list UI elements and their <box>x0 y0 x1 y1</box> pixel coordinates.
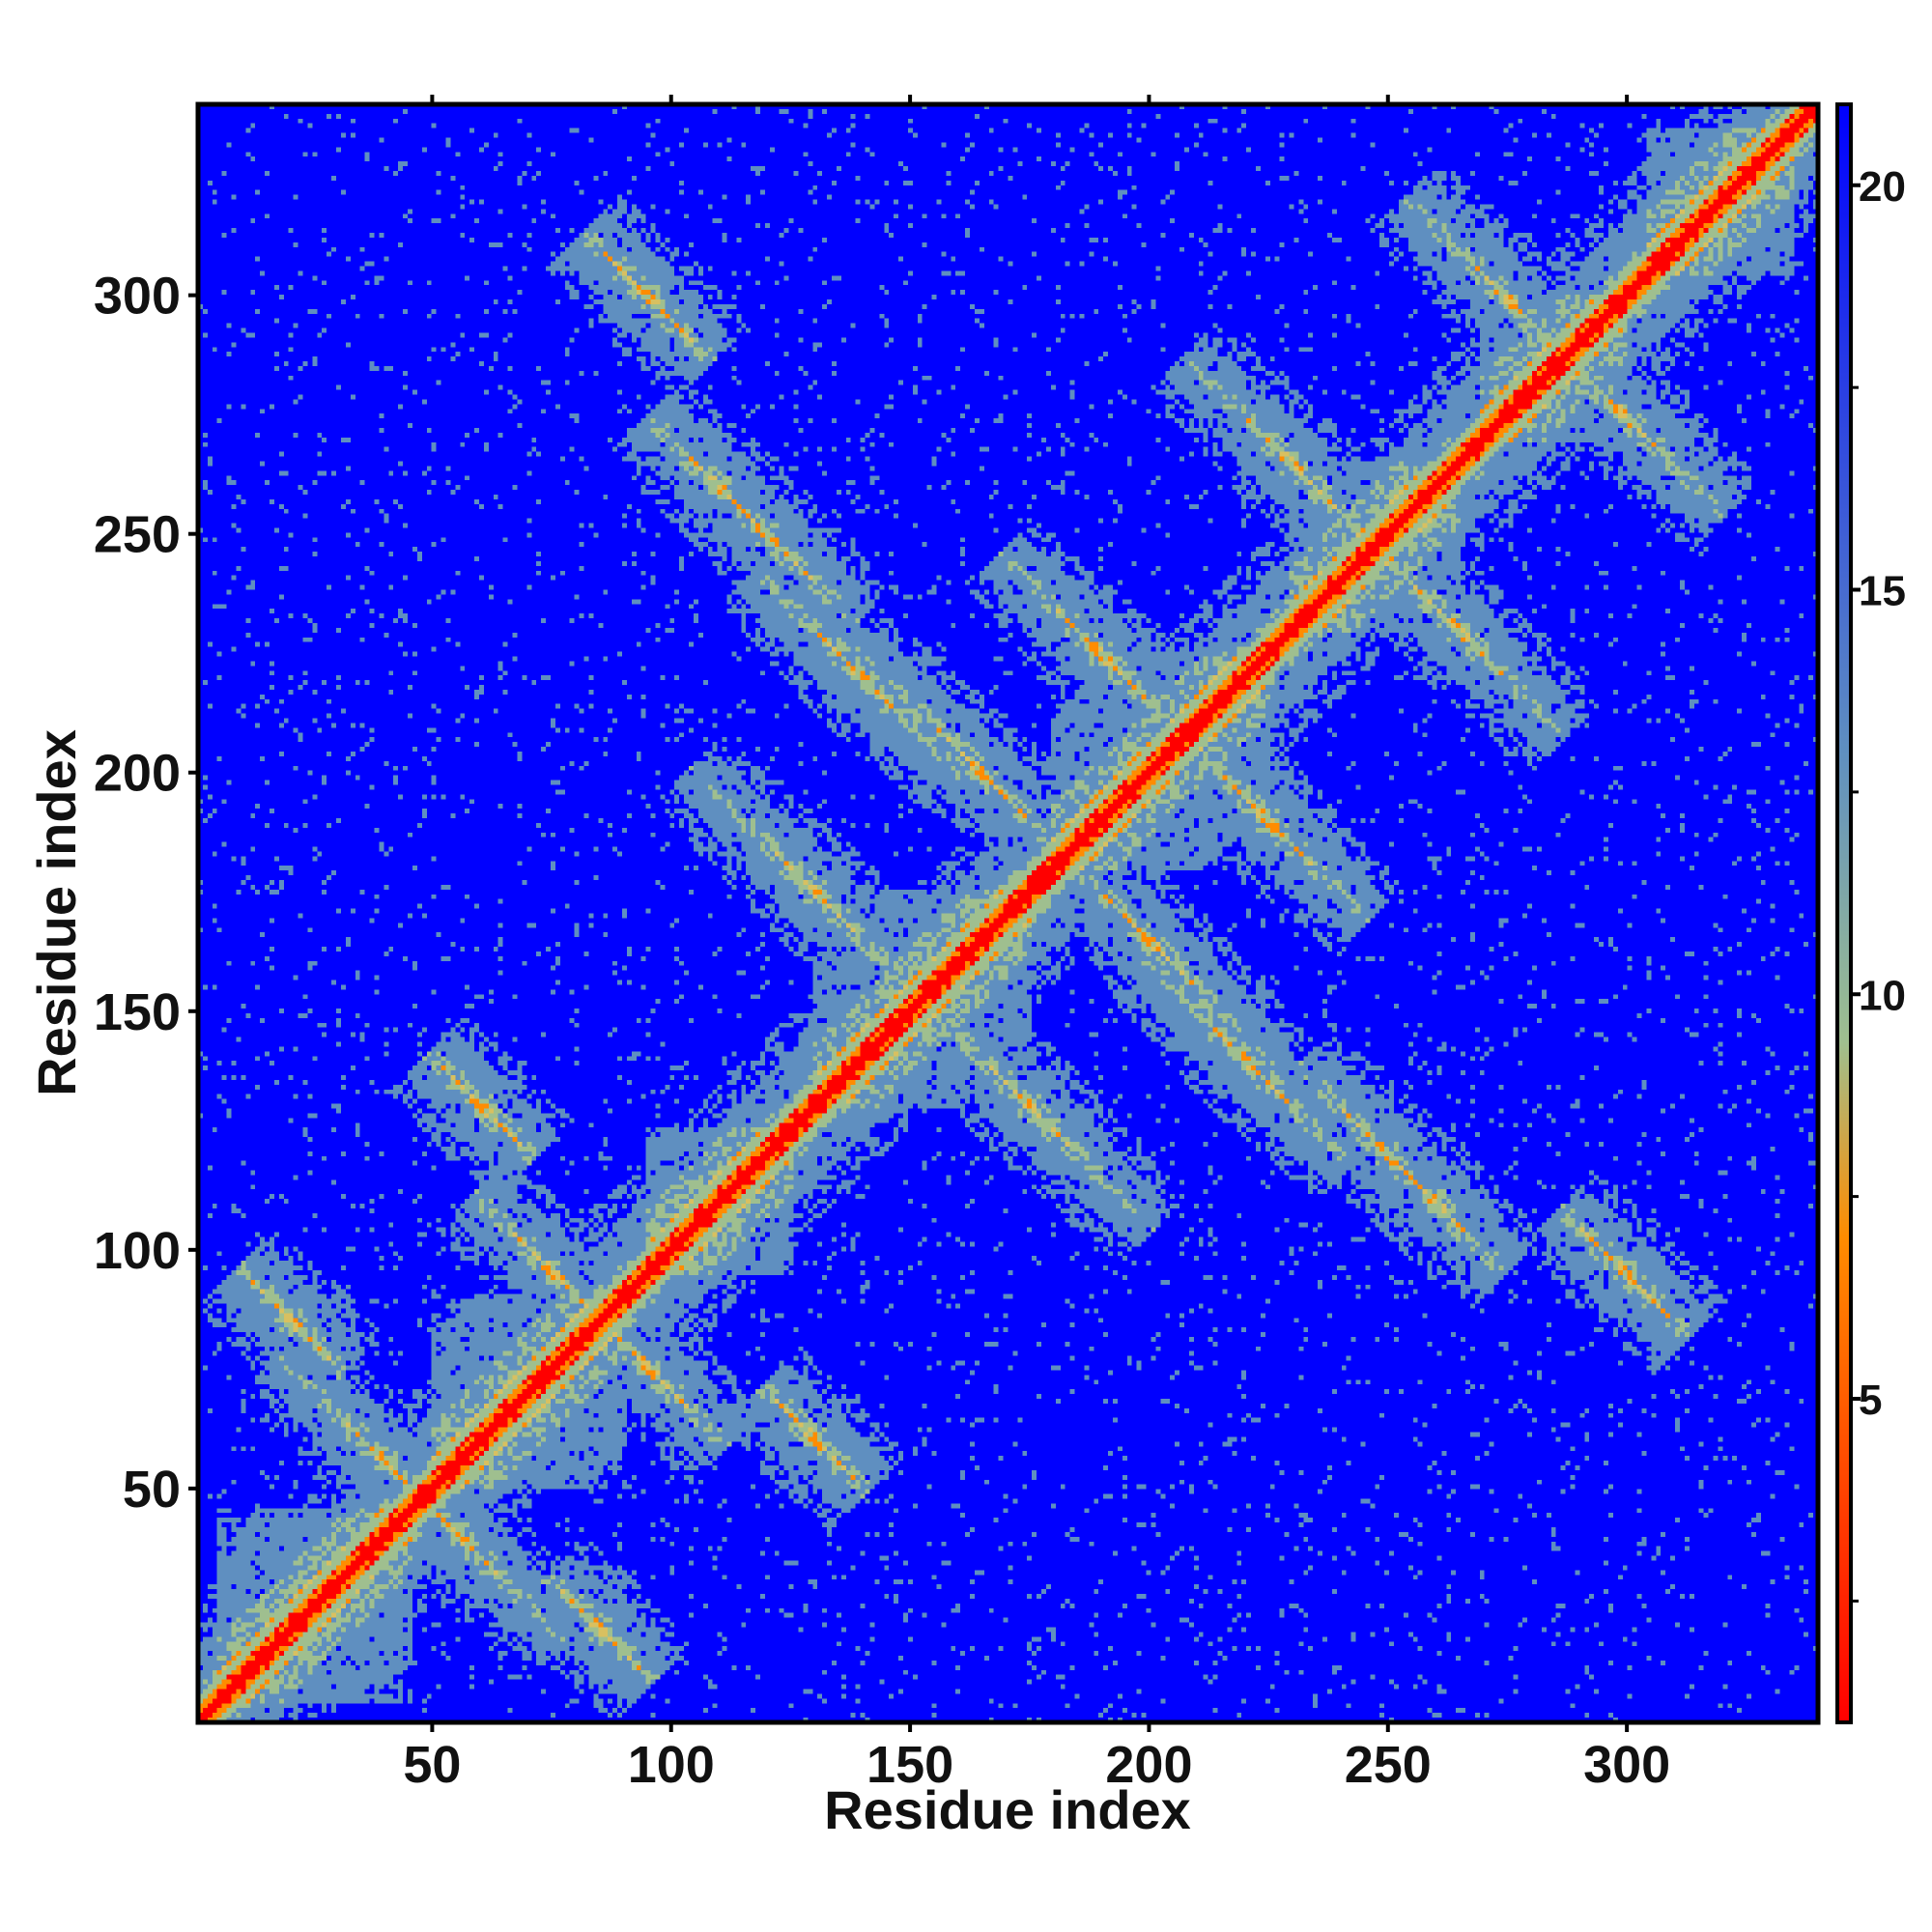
colorbar-tick-label: 15 <box>1859 568 1906 615</box>
x-axis-title: Residue index <box>824 1779 1191 1840</box>
x-tick-label: 300 <box>1583 1736 1670 1794</box>
plot-frame <box>195 101 1821 1725</box>
colorbar-tick-label: 10 <box>1859 972 1906 1019</box>
y-tick-label: 300 <box>94 268 181 326</box>
y-tick-label: 50 <box>123 1461 181 1519</box>
x-tick-label: 200 <box>1105 1736 1192 1794</box>
colorbar-tick-label: 5 <box>1859 1377 1882 1424</box>
colorbar-axis: 5 10 15 20 <box>1851 163 1906 1603</box>
y-axis-title: Residue index <box>26 729 87 1096</box>
x-tick-label: 150 <box>867 1736 953 1794</box>
x-tick-label: 100 <box>628 1736 715 1794</box>
y-tick-label: 200 <box>94 745 181 803</box>
x-axis: 50 100 150 200 250 300 <box>403 95 1670 1794</box>
y-tick-label: 150 <box>94 983 181 1041</box>
heatmap-region <box>198 104 1818 1722</box>
x-tick-label: 50 <box>403 1736 461 1794</box>
x-tick-label: 250 <box>1345 1736 1432 1794</box>
y-tick-label: 250 <box>94 506 181 564</box>
y-tick-label: 100 <box>94 1222 181 1280</box>
y-axis: 50 100 150 200 250 300 <box>94 268 198 1519</box>
colorbar <box>1835 102 1853 1724</box>
colorbar-tick-label: 20 <box>1859 163 1906 211</box>
